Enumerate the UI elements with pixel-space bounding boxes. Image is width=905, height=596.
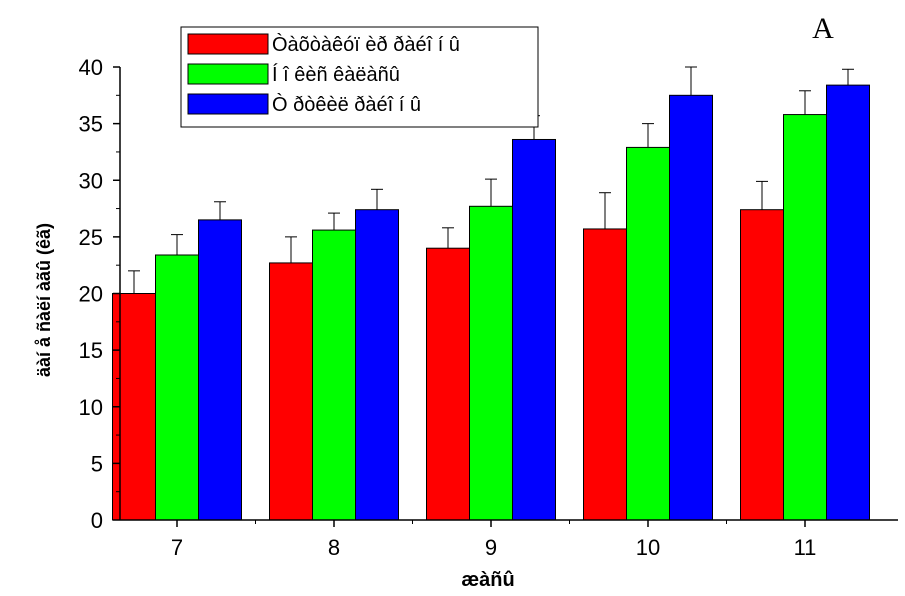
bar-s2-11 (783, 114, 827, 521)
error-bars-layer (128, 66, 854, 294)
x-tick-layer: 7 8 9 10 11 (171, 520, 817, 560)
panel-label: A (812, 12, 834, 45)
x-tick-label-9: 9 (485, 535, 497, 560)
bar-s3-10 (669, 94, 713, 521)
y-tick-label-10: 10 (79, 395, 103, 420)
x-tick-label-7: 7 (171, 535, 183, 560)
x-axis-label: æàñû (461, 569, 514, 591)
bar-s1-9 (426, 247, 470, 521)
bar-s3-11 (826, 84, 870, 521)
legend-label-1: Òàõòàêóï èð ðàéî í û (272, 33, 460, 56)
legend-swatch-1 (187, 33, 269, 55)
bar-s3-9 (512, 138, 556, 521)
bar-s2-7 (155, 254, 199, 521)
y-tick-label-30: 30 (79, 168, 103, 193)
legend: Òàõòàêóï èð ðàéî í û Í î êèñ êàëàñû Ò ðòêè… (180, 26, 539, 128)
bar-s1-10 (583, 228, 627, 521)
bar-s3-7 (198, 219, 242, 521)
bars-layer (112, 84, 870, 521)
x-tick-label-11: 11 (794, 535, 817, 560)
y-tick-label-20: 20 (79, 282, 103, 307)
bar-s2-10 (626, 146, 670, 521)
bar-s1-8 (269, 262, 313, 521)
y-tick-label-40: 40 (79, 55, 103, 80)
bar-s2-9 (469, 205, 513, 521)
legend-swatch-2 (187, 63, 269, 85)
bar-s1-11 (740, 209, 784, 521)
y-tick-label-5: 5 (91, 451, 103, 476)
y-tick-layer: 0 5 10 15 20 25 30 35 40 (79, 55, 120, 533)
y-tick-label-15: 15 (79, 338, 103, 363)
y-tick-label-0: 0 (91, 508, 103, 533)
legend-label-3: Ò ðòêèë ðàéî í û (272, 93, 421, 116)
x-tick-label-10: 10 (636, 535, 660, 560)
bar-s3-8 (355, 209, 399, 521)
y-axis-label: äàí å ñàëí àãû (êã) (34, 223, 54, 377)
y-tick-label-35: 35 (79, 112, 103, 137)
x-tick-label-8: 8 (328, 535, 340, 560)
bar-s2-8 (312, 229, 356, 521)
legend-label-2: Í î êèñ êàëàñû (272, 63, 400, 86)
y-tick-label-25: 25 (79, 225, 103, 250)
legend-swatch-3 (187, 93, 269, 115)
